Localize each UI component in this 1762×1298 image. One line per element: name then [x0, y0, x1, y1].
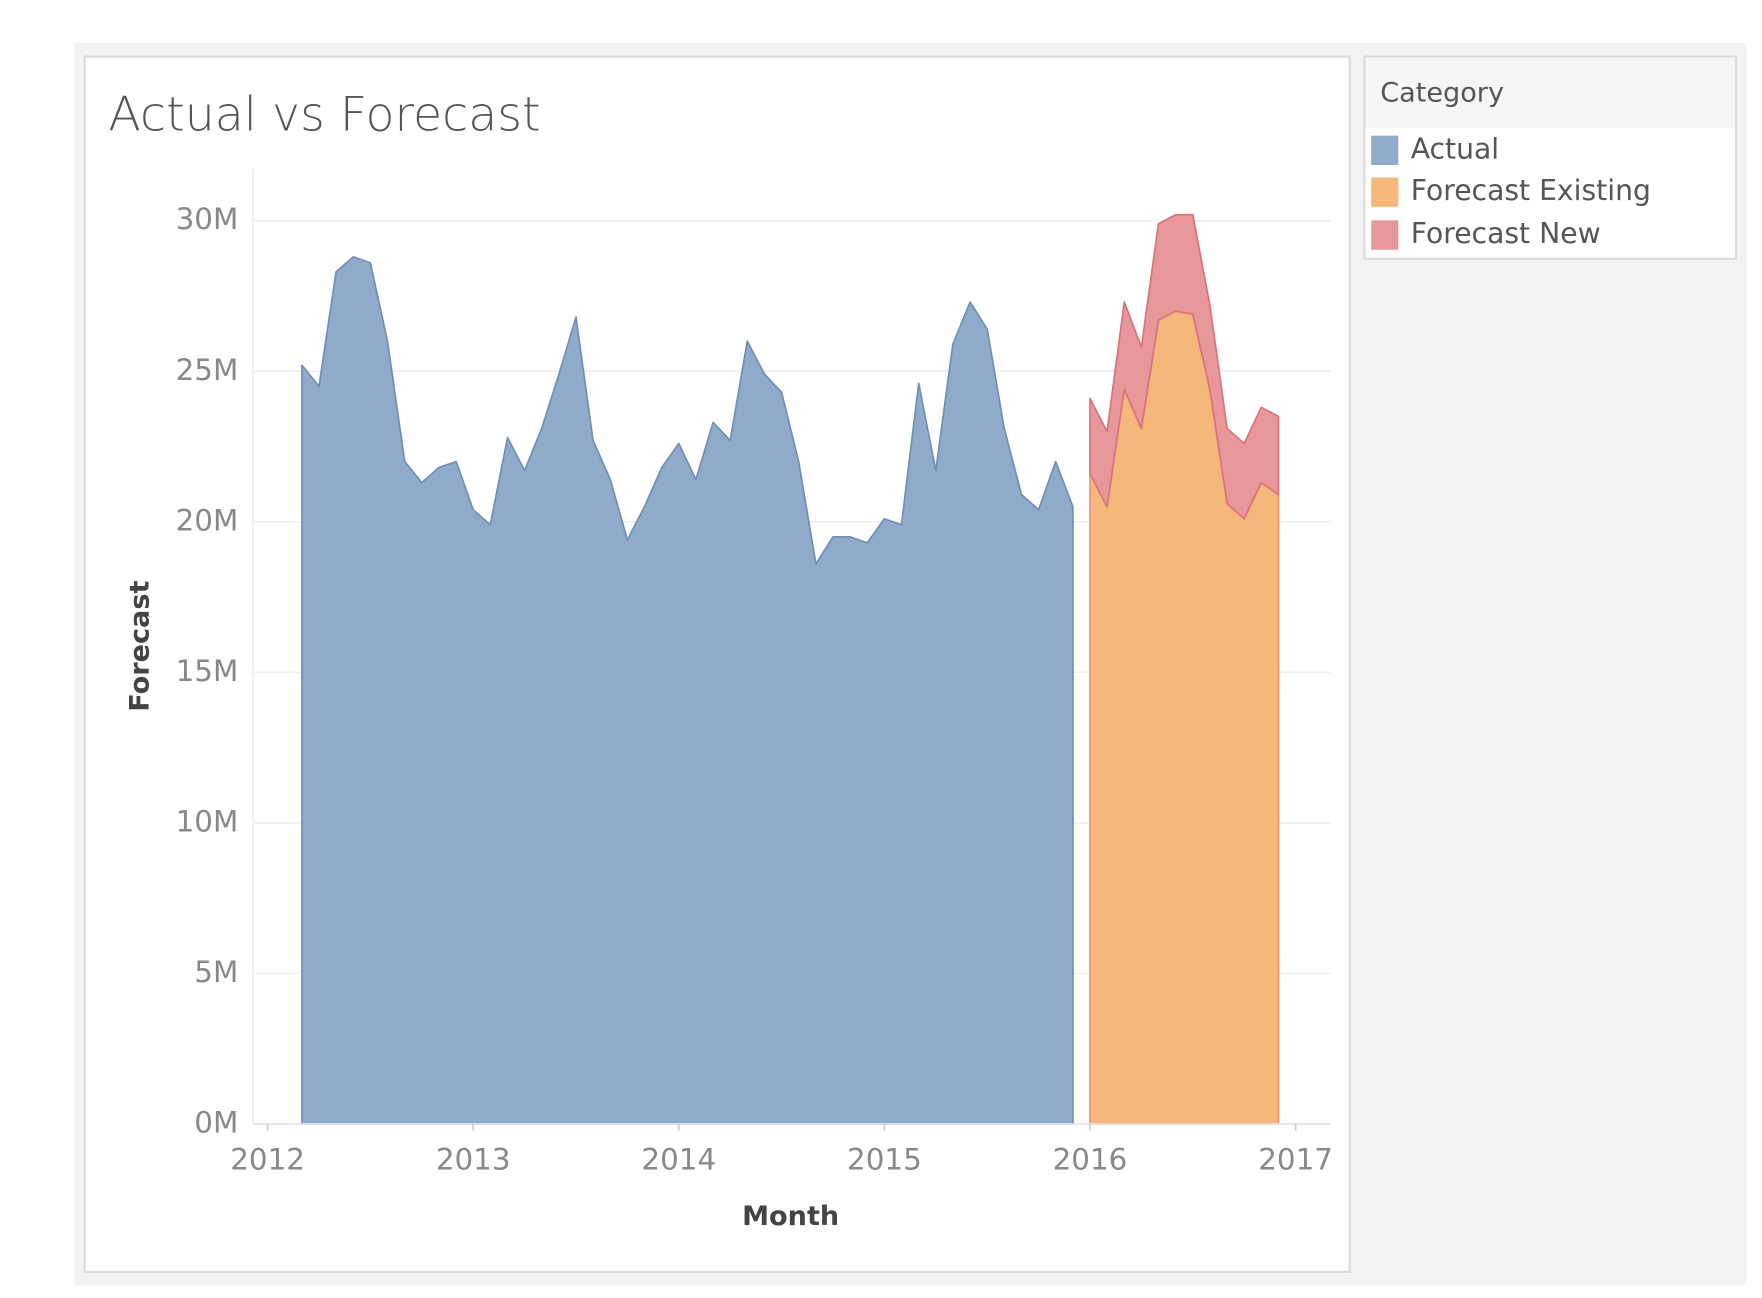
- y-tick-label: 25M: [176, 353, 239, 387]
- y-tick-label: 20M: [176, 503, 239, 537]
- x-tick-label: 2016: [1053, 1143, 1128, 1177]
- x-tick-label: 2013: [436, 1143, 511, 1177]
- x-tick-label: 2017: [1258, 1143, 1333, 1177]
- x-tick-label: 2015: [847, 1143, 922, 1177]
- legend-label: Actual: [1411, 132, 1499, 165]
- x-tick-label: 2012: [230, 1143, 305, 1177]
- legend-swatch: [1371, 220, 1399, 250]
- y-tick-label: 30M: [176, 202, 239, 236]
- axes: 0M 5M 10M 15M 20M 25M 30M 2012 2013 2014 2015 2016 2…: [176, 169, 1333, 1177]
- y-tick-label: 10M: [176, 804, 239, 838]
- area-2: [1089, 213, 1280, 520]
- legend-swatch: [1371, 177, 1399, 207]
- y-axis-title: Forecast: [125, 581, 156, 712]
- plot-area: [301, 213, 1280, 1125]
- x-tick-label: 2014: [641, 1143, 716, 1177]
- legend-title: Category: [1380, 77, 1504, 108]
- x-axis-title: Month: [742, 1201, 839, 1232]
- legend-label: Forecast New: [1411, 217, 1601, 250]
- chart-title: Actual vs Forecast: [108, 88, 540, 143]
- legend: Actual Forecast Existing Forecast New: [1371, 132, 1651, 250]
- legend-swatch: [1371, 135, 1399, 166]
- y-tick-label: 5M: [194, 955, 238, 989]
- legend-header: [1365, 57, 1735, 128]
- legend-label: Forecast Existing: [1411, 174, 1651, 207]
- y-tick-label: 0M: [194, 1105, 238, 1139]
- y-tick-label: 15M: [176, 654, 239, 688]
